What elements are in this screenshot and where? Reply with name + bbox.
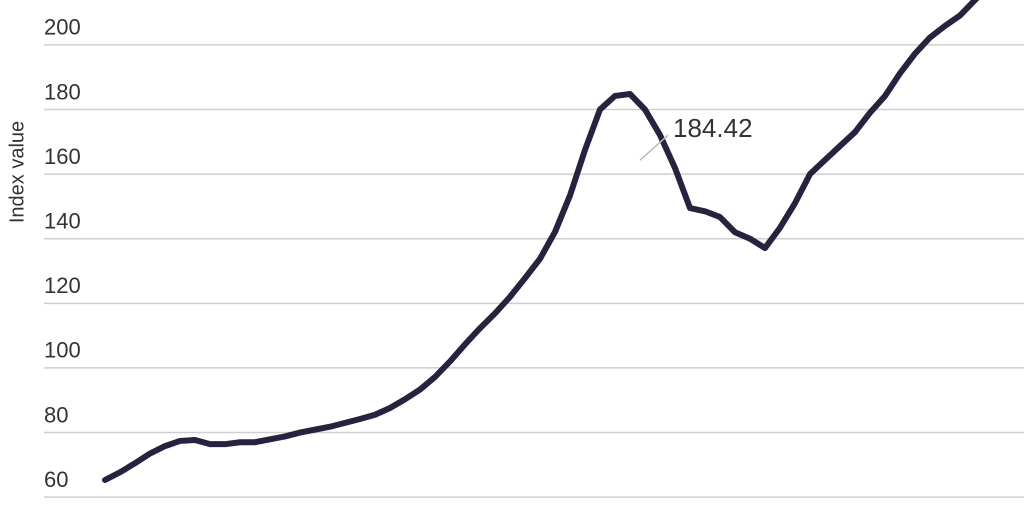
y-tick-label: 60 bbox=[44, 467, 68, 492]
y-tick-label: 180 bbox=[44, 79, 81, 104]
y-axis-label: Index value bbox=[6, 121, 28, 223]
y-tick-label: 120 bbox=[44, 273, 81, 298]
y-tick-label: 140 bbox=[44, 209, 81, 234]
line bbox=[102, 0, 980, 484]
y-tick-label: 200 bbox=[44, 15, 81, 40]
annotation-leader bbox=[639, 134, 669, 161]
y-tick-label: 80 bbox=[44, 402, 68, 427]
y-tick-label: 160 bbox=[44, 144, 81, 169]
y-tick-label: 100 bbox=[44, 338, 81, 363]
annotation: 184.42 bbox=[673, 113, 753, 143]
